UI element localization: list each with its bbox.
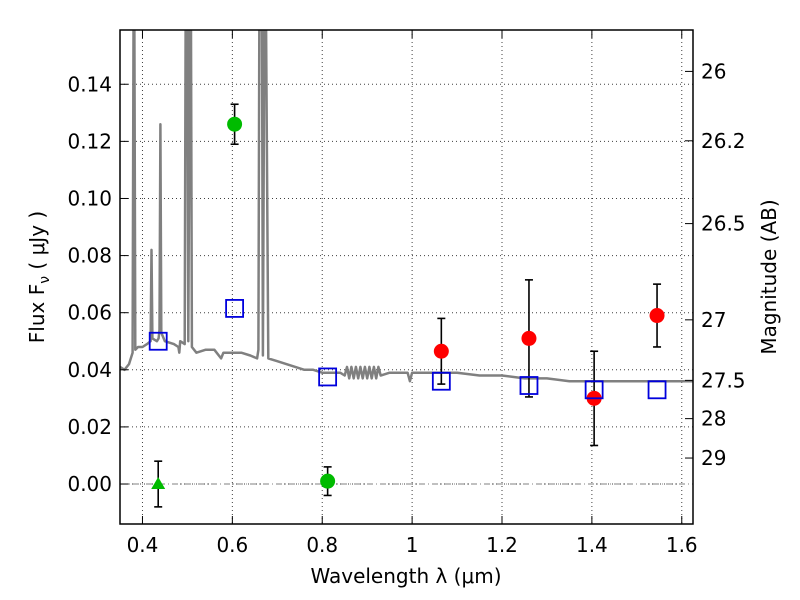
- y-axis-label-main: Flux F: [25, 284, 49, 343]
- y-axis-label-unit: ( μJy ): [25, 211, 49, 276]
- plot-background: [120, 30, 693, 524]
- plot-area: [120, 30, 693, 508]
- plot-frame: [119, 29, 694, 525]
- y2-tick-label: 26.2: [701, 129, 746, 153]
- model-point-square: [431, 371, 451, 391]
- model-point-square: [647, 380, 667, 400]
- data-point-circle: [433, 343, 449, 359]
- model-point-square: [148, 331, 168, 351]
- y2-tick-label: 29: [701, 446, 726, 470]
- y-tick-label: 0.02: [67, 415, 112, 439]
- y2-tick-label: 26.5: [701, 212, 746, 236]
- data-point-circle: [227, 116, 243, 132]
- y-tick-label: 0.06: [67, 301, 112, 325]
- y-tick-label: 0.00: [67, 472, 112, 496]
- x-tick-label: 1: [406, 533, 419, 557]
- model-point-square: [225, 299, 245, 318]
- y-tick-label: 0.12: [67, 129, 112, 153]
- y-tick-label: 0.14: [67, 72, 112, 96]
- y2-tick-label: 27.5: [701, 368, 746, 392]
- y-tick-label: 0.04: [67, 358, 112, 382]
- x-tick-label: 1.4: [576, 533, 608, 557]
- y2-tick-label: 26: [701, 59, 726, 83]
- y-tick-label: 0.10: [67, 186, 112, 210]
- x-axis-label: Wavelength λ (μm): [310, 564, 501, 588]
- x-tick-label: 0.4: [127, 533, 159, 557]
- data-point-circle: [521, 330, 537, 346]
- x-tick-label: 0.8: [306, 533, 338, 557]
- axis-ticks: 0.4 0.6 0.8 1 1.2 1.4 1.6 0.00 0.02 0.04 0.06 0.08 0…: [67, 30, 746, 557]
- y2-tick-label: 28: [701, 407, 726, 431]
- y-axis-label-subscript: ν: [37, 276, 53, 284]
- data-point-triangle: [151, 477, 166, 490]
- x-tick-label: 1.2: [486, 533, 518, 557]
- model-point-square: [318, 367, 338, 387]
- data-point-circle: [320, 473, 336, 489]
- x-tick-label: 0.6: [216, 533, 248, 557]
- model-point-square: [584, 380, 604, 400]
- model-point-square: [519, 376, 539, 395]
- x-tick-label: 1.6: [666, 533, 698, 557]
- y2-tick-label: 27: [701, 308, 726, 332]
- y-axis-label: Flux Fν ( μJy ): [25, 211, 53, 343]
- y-tick-label: 0.08: [67, 244, 112, 268]
- data-point-circle: [649, 308, 665, 324]
- y2-axis-label: Magnitude (AB): [757, 199, 781, 354]
